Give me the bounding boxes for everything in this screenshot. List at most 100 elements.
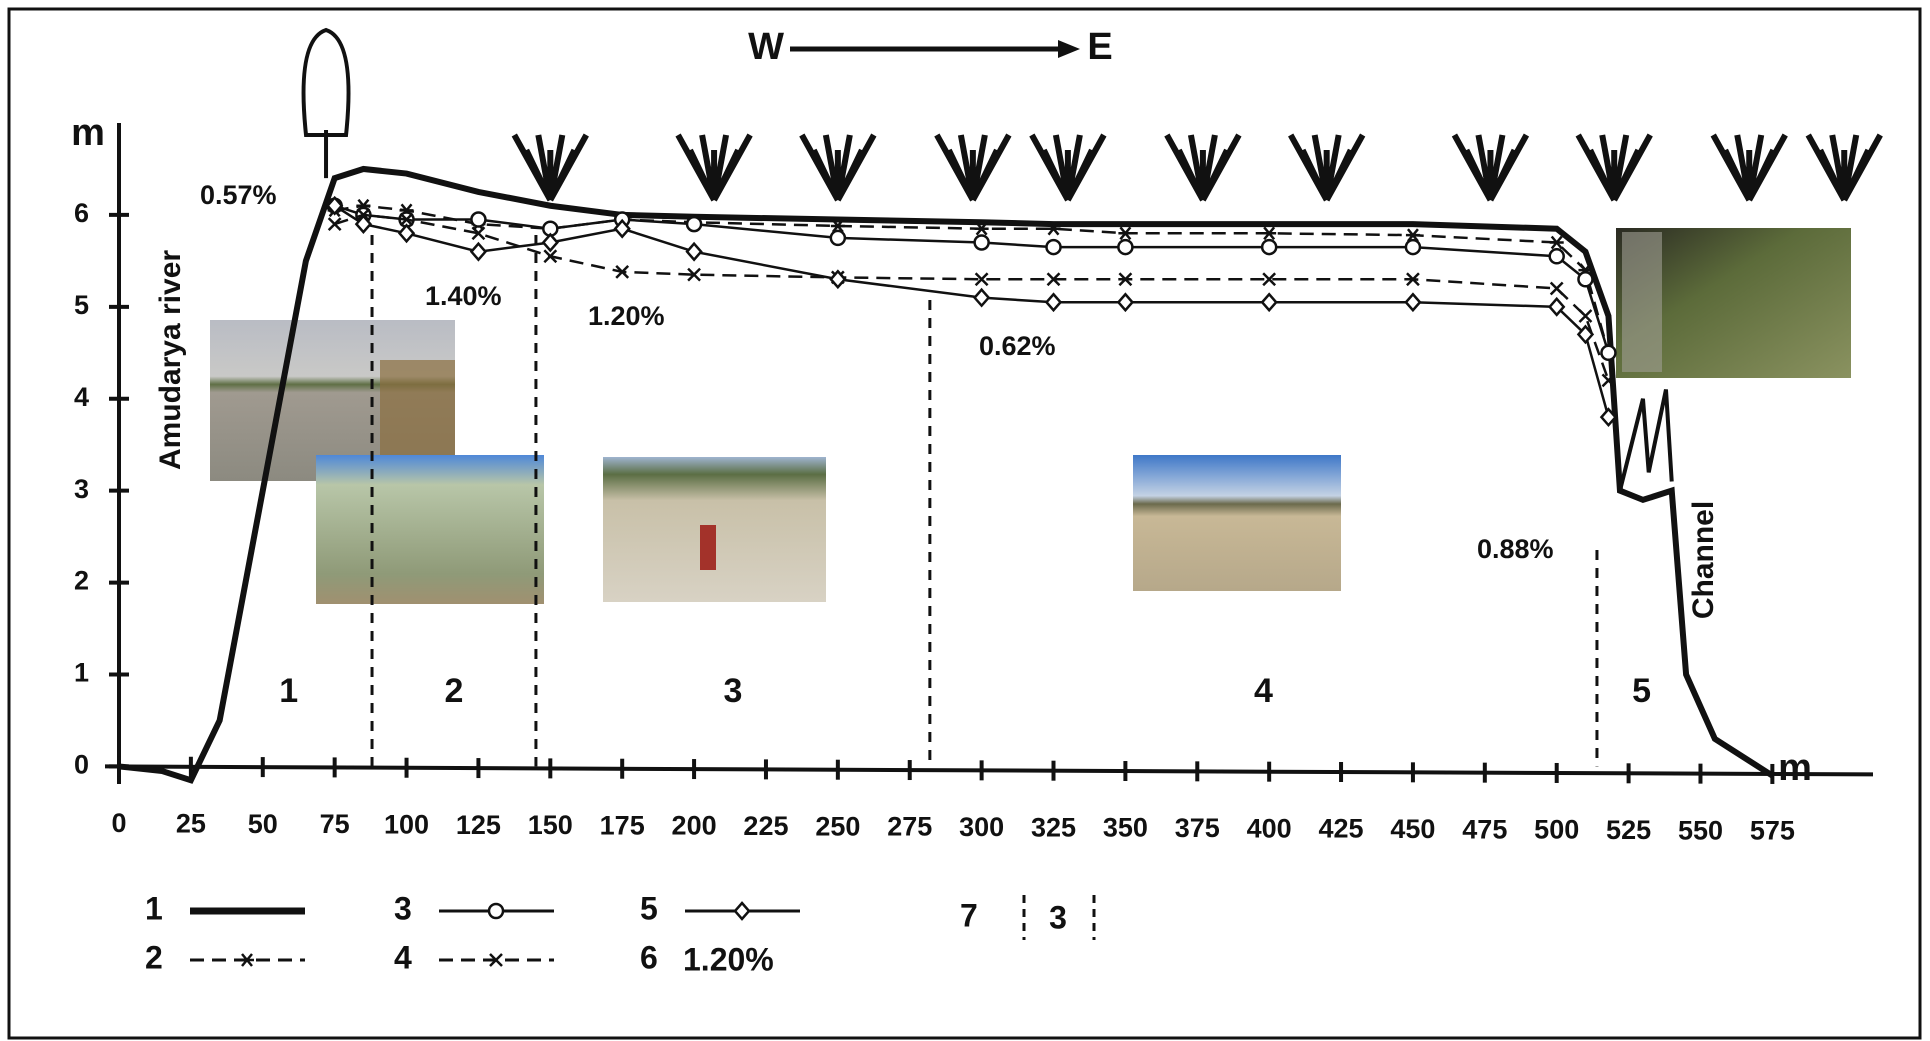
- marker: [975, 290, 989, 306]
- marker: [975, 235, 989, 249]
- legend-label: 2: [145, 939, 163, 975]
- x-tick-label: 25: [176, 808, 206, 838]
- slope-label: 1.20%: [588, 301, 665, 331]
- zone-label: 3: [723, 672, 742, 710]
- marker: [1118, 227, 1132, 239]
- marker: [1406, 240, 1420, 254]
- photo-plain: [1133, 455, 1341, 591]
- marker: [1047, 294, 1061, 310]
- x-axis-label: m: [1778, 747, 1812, 789]
- x-tick-label: 300: [959, 812, 1004, 842]
- tree: [304, 30, 349, 178]
- marker: [1262, 227, 1276, 239]
- x-tick-label: 500: [1534, 815, 1579, 845]
- direction-from: W: [748, 26, 784, 68]
- legend-sample: 3: [1049, 899, 1067, 935]
- shrub: [514, 135, 586, 200]
- channel-label: Channel: [1687, 501, 1720, 619]
- marker: [329, 218, 341, 230]
- zone-label: 4: [1254, 672, 1273, 710]
- chart: W E m m Amudarya river Channel 012345602…: [0, 0, 1930, 1041]
- shrub: [1578, 135, 1650, 200]
- shrub: [1808, 135, 1880, 200]
- marker: [1406, 294, 1420, 310]
- y-tick-label: 1: [74, 658, 89, 688]
- x-tick-label: 50: [248, 809, 278, 839]
- river-label: Amudarya river: [154, 250, 187, 470]
- x-tick-label: 275: [887, 812, 932, 842]
- x-tick-label: 325: [1031, 812, 1076, 842]
- marker: [1118, 294, 1132, 310]
- slope-label: 0.57%: [200, 180, 277, 210]
- x-tick-label: 375: [1175, 813, 1220, 843]
- x-tick-label: 175: [600, 810, 645, 840]
- direction-arrowhead: [1058, 40, 1080, 58]
- marker: [1551, 282, 1563, 294]
- marker: [687, 244, 701, 260]
- y-tick-label: 3: [74, 474, 89, 504]
- shrub: [1032, 135, 1104, 200]
- slope-label: 1.40%: [425, 281, 502, 311]
- y-tick-label: 2: [74, 566, 89, 596]
- legend-label: 5: [640, 890, 658, 926]
- y-tick-label: 5: [74, 290, 89, 320]
- x-tick-label: 75: [320, 809, 350, 839]
- photo-shrubs: [316, 455, 544, 604]
- photo-detail: [380, 360, 455, 460]
- shrub: [678, 135, 750, 200]
- y-tick-label: 4: [74, 382, 89, 412]
- x-tick-label: 575: [1750, 816, 1795, 846]
- legend-label: 4: [394, 939, 412, 975]
- x-tick-label: 250: [815, 811, 860, 841]
- photo-detail: [700, 525, 716, 570]
- x-tick-label: 150: [528, 810, 573, 840]
- legend-marker: [240, 954, 254, 966]
- x-tick-label: 125: [456, 810, 501, 840]
- x-axis: [105, 766, 1873, 774]
- marker: [543, 234, 557, 250]
- legend-marker: [735, 903, 749, 919]
- legend-label: 1: [145, 890, 163, 926]
- slope-label: 0.62%: [979, 331, 1056, 361]
- shrub: [1167, 135, 1239, 200]
- legend-label: 3: [394, 890, 412, 926]
- x-tick-label: 425: [1319, 814, 1364, 844]
- marker: [471, 244, 485, 260]
- series-line: [335, 206, 1609, 417]
- x-tick-label: 400: [1247, 813, 1292, 843]
- x-tick-label: 225: [743, 811, 788, 841]
- x-tick-label: 475: [1462, 814, 1507, 844]
- marker: [400, 225, 414, 241]
- zone-label: 5: [1632, 672, 1651, 710]
- shrub: [1713, 135, 1785, 200]
- x-tick-label: 550: [1678, 815, 1723, 845]
- legend-sample: 1.20%: [683, 941, 774, 977]
- marker: [1579, 310, 1591, 322]
- legend-marker: [489, 904, 503, 918]
- x-tick-label: 200: [672, 811, 717, 841]
- shrub: [1291, 135, 1363, 200]
- marker: [1262, 240, 1276, 254]
- photo-detail: [1622, 232, 1662, 372]
- legend-label: 6: [640, 939, 658, 975]
- x-tick-label: 100: [384, 809, 429, 839]
- y-tick-label: 0: [74, 750, 89, 780]
- shrub: [802, 135, 874, 200]
- marker: [1262, 294, 1276, 310]
- y-tick-label: 6: [74, 198, 89, 228]
- marker: [1550, 249, 1564, 263]
- marker: [471, 213, 485, 227]
- shrub: [937, 135, 1009, 200]
- marker: [831, 231, 845, 245]
- direction-to: E: [1087, 26, 1112, 68]
- channel-shrub: [1620, 390, 1672, 491]
- marker: [1118, 240, 1132, 254]
- marker: [1047, 240, 1061, 254]
- marker: [1578, 272, 1592, 286]
- legend-label: 7: [960, 897, 978, 933]
- marker: [1550, 236, 1564, 248]
- marker: [687, 217, 701, 231]
- zone-label: 2: [445, 672, 464, 710]
- x-tick-label: 350: [1103, 813, 1148, 843]
- x-tick-label: 450: [1390, 814, 1435, 844]
